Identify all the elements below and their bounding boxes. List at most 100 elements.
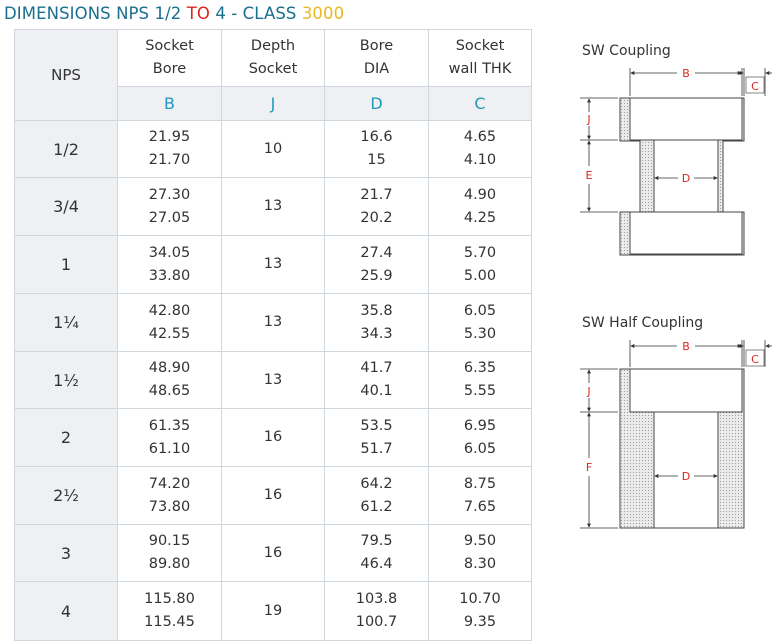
cell-socket-wall-thk: 6.95 6.05	[428, 408, 532, 467]
cell-socket-wall-thk-value: 5.00	[463, 267, 497, 284]
table-row: 2 61.35 61.10 16 53.5 51.7 6.95 6.05	[14, 408, 532, 467]
table-row: 3 90.15 89.80 16 79.5 46.4 9.50 8.30	[14, 524, 532, 582]
cell-socket-bore-value: 61.10	[148, 440, 191, 457]
half-coupling-socket	[629, 368, 743, 413]
cell-depth-socket-value: 10	[263, 140, 283, 157]
cell-socket-bore-value: 42.55	[148, 325, 191, 342]
cell-depth-socket: 13	[221, 177, 325, 236]
cell-depth-socket-value: 19	[263, 602, 283, 619]
cell-bore-dia-value: 15	[367, 152, 386, 168]
cell-socket-bore-value: 115.45	[144, 614, 195, 630]
half-coupling-label-d: D	[682, 470, 690, 483]
cell-bore-dia-value: 53.5	[360, 417, 393, 434]
cell-nps: 1¼	[14, 293, 118, 352]
cell-bore-dia: 16.6 15	[324, 120, 429, 178]
table-row: 1/2 21.95 21.70 10 16.6 15 4.65 4.10	[14, 120, 532, 178]
cell-nps: 3	[14, 524, 118, 582]
cell-socket-bore-value: 21.95	[148, 129, 191, 145]
cell-socket-wall-thk-value: 4.25	[463, 209, 497, 226]
cell-bore-dia-value: 25.9	[360, 267, 393, 284]
cell-bore-dia: 79.5 46.4	[324, 524, 429, 582]
cell-socket-bore-value: 74.20	[148, 475, 191, 492]
cell-bore-dia: 41.7 40.1	[324, 351, 429, 409]
cell-socket-wall-thk: 10.70 9.35	[428, 581, 532, 641]
cell-bore-dia-value: 46.4	[360, 556, 393, 572]
half-coupling-label-j: J	[586, 385, 590, 398]
cell-depth-socket: 13	[221, 351, 325, 409]
cell-bore-dia: 35.8 34.3	[324, 293, 429, 352]
cell-nps: 1½	[14, 351, 118, 409]
cell-nps-value: 1/2	[53, 139, 79, 159]
cell-nps-value: 4	[60, 601, 72, 621]
cell-socket-bore: 42.80 42.55	[117, 293, 222, 352]
header-line-1: Bore	[359, 38, 394, 54]
cell-socket-wall-thk-value: 6.05	[463, 440, 497, 457]
cell-socket-bore-value: 27.05	[148, 209, 191, 226]
cell-nps-value: 3	[60, 543, 72, 563]
header-nps-label: NPS	[51, 65, 81, 84]
cell-depth-socket-value: 13	[263, 371, 283, 388]
cell-socket-bore: 74.20 73.80	[117, 466, 222, 525]
cell-depth-socket: 19	[221, 581, 325, 641]
cell-bore-dia-value: 103.8	[355, 591, 398, 607]
symbol-c: C	[428, 86, 532, 121]
cell-depth-socket-value: 13	[263, 314, 283, 330]
half-coupling-label-f: F	[586, 461, 592, 474]
cell-bore-dia-value: 40.1	[360, 383, 393, 399]
cell-socket-bore: 21.95 21.70	[117, 120, 222, 178]
cell-socket-wall-thk-value: 4.65	[463, 129, 497, 145]
half-coupling-label-b: B	[682, 340, 690, 353]
coupling-bore	[653, 139, 719, 213]
cell-socket-wall-thk-value: 8.30	[463, 556, 497, 572]
cell-nps: 4	[14, 581, 118, 641]
cell-socket-bore-value: 27.30	[148, 186, 191, 203]
cell-nps-value: 1	[60, 255, 72, 274]
cell-depth-socket: 16	[221, 408, 325, 467]
cell-socket-bore-value: 21.70	[148, 152, 191, 168]
cell-bore-dia: 103.8 100.7	[324, 581, 429, 641]
coupling-label-e: E	[586, 169, 593, 182]
cell-depth-socket-value: 13	[263, 198, 283, 214]
cell-nps: 1/2	[14, 120, 118, 178]
cell-bore-dia-value: 61.2	[360, 498, 393, 515]
cell-socket-bore-value: 33.80	[148, 267, 191, 284]
cell-bore-dia-value: 64.2	[360, 475, 393, 492]
header-depth-socket: Depth Socket	[221, 29, 325, 87]
coupling-label-b: B	[682, 67, 690, 80]
cell-nps-value: 1½	[53, 370, 79, 390]
table-row: 1¼ 42.80 42.55 13 35.8 34.3 6.05 5.30	[14, 293, 532, 352]
cell-socket-bore: 115.80 115.45	[117, 581, 222, 641]
cell-socket-wall-thk: 5.70 5.00	[428, 235, 532, 294]
cell-socket-bore-value: 115.80	[144, 591, 195, 607]
cell-nps: 1	[14, 235, 118, 294]
coupling-dim-e: E	[580, 140, 618, 213]
coupling-title: SW Coupling	[582, 43, 671, 59]
dimensions-table: NPS Socket Bore Depth Socket Bore DIA So…	[14, 29, 532, 641]
symbol-row: B J D C	[15, 86, 532, 121]
table-row: 1½ 48.90 48.65 13 41.7 40.1 6.35 5.55	[14, 351, 532, 409]
cell-nps-value: 2	[60, 428, 72, 447]
cell-socket-bore-value: 61.35	[148, 417, 191, 434]
page-title: DIMENSIONS NPS 1/2 TO 4 - CLASS 3000	[4, 4, 344, 23]
header-line-1: Socket	[145, 38, 194, 54]
symbol-b: B	[117, 86, 222, 121]
cell-depth-socket-value: 16	[263, 429, 283, 445]
cell-socket-bore: 27.30 27.05	[117, 177, 222, 236]
cell-socket-wall-thk-value: 6.95	[463, 417, 497, 434]
cell-bore-dia: 21.7 20.2	[324, 177, 429, 236]
cell-socket-wall-thk-value: 10.70	[459, 591, 501, 607]
cell-depth-socket: 10	[221, 120, 325, 178]
header-line-2: wall THK	[448, 61, 512, 77]
cell-depth-socket-value: 13	[263, 256, 283, 272]
cell-depth-socket-value: 16	[263, 487, 283, 503]
cell-bore-dia-value: 79.5	[360, 533, 393, 549]
table-row: 4 115.80 115.45 19 103.8 100.7 10.70 9.35	[14, 581, 532, 641]
cell-bore-dia-value: 35.8	[360, 302, 393, 319]
cell-socket-wall-thk: 6.35 5.55	[428, 351, 532, 409]
header-nps: NPS	[14, 29, 118, 121]
header-line-2: Bore	[152, 61, 187, 77]
cell-depth-socket: 13	[221, 235, 325, 294]
cell-nps: 3/4	[14, 177, 118, 236]
title-part-2: TO	[186, 4, 210, 23]
table-row: 3/4 27.30 27.05 13 21.7 20.2 4.90 4.25	[14, 177, 532, 236]
